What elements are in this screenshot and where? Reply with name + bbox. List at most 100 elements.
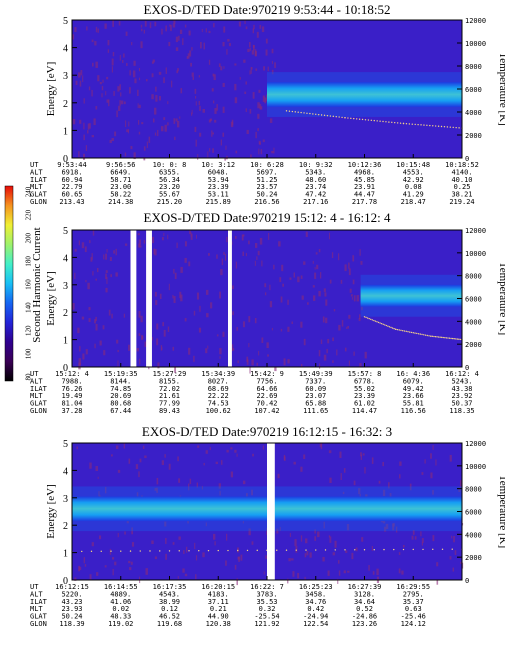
y2-tick-label: 2000 bbox=[465, 341, 482, 349]
ephemeris-value: 65.88 bbox=[305, 400, 326, 408]
temperature-point bbox=[315, 113, 317, 116]
temperature-point bbox=[376, 321, 378, 323]
temperature-point bbox=[256, 549, 258, 552]
temperature-point bbox=[382, 120, 384, 123]
temperature-point bbox=[394, 121, 396, 124]
y2-tick-label: 4000 bbox=[465, 531, 482, 539]
temperature-point bbox=[441, 548, 444, 550]
temperature-point bbox=[436, 336, 438, 338]
temperature-point bbox=[445, 337, 448, 339]
ephemeris-value: 23.00 bbox=[110, 183, 131, 191]
temperature-point bbox=[405, 330, 407, 333]
spectrogram-panel-3: EXOS-D/TED Date:970219 16:12:15 - 16:32:… bbox=[30, 424, 505, 628]
y2-tick-label: 8000 bbox=[465, 486, 482, 494]
temperature-point bbox=[453, 338, 455, 340]
ephemeris-value: 122.54 bbox=[303, 620, 328, 628]
ephemeris-value: 10:18:52 bbox=[445, 161, 479, 169]
temperature-point bbox=[420, 124, 422, 126]
temperature-point bbox=[306, 112, 308, 114]
ephemeris-value: 0.25 bbox=[454, 183, 471, 191]
temperature-point bbox=[120, 550, 122, 552]
ephemeris-value: 23.66 bbox=[403, 392, 424, 400]
data-gap bbox=[130, 230, 137, 367]
ephemeris-row-label: ILAT bbox=[30, 385, 48, 393]
temperature-point bbox=[402, 548, 405, 551]
temperature-point bbox=[393, 548, 395, 551]
temperature-point bbox=[380, 322, 383, 325]
ephemeris-value: 42.92 bbox=[403, 176, 424, 184]
ephemeris-value: 16:12:15 bbox=[55, 583, 89, 591]
temperature-point bbox=[358, 118, 361, 120]
ephemeris-row-label: MLT bbox=[30, 392, 43, 400]
temperature-point bbox=[356, 118, 358, 120]
ephemeris-value: 72.02 bbox=[159, 385, 180, 393]
temperature-point bbox=[237, 549, 239, 552]
ephemeris-value: 3458. bbox=[305, 590, 326, 598]
temperature-point bbox=[408, 123, 411, 125]
ephemeris-value: 16:29:55 bbox=[396, 583, 430, 591]
ephemeris-value: 0.32 bbox=[259, 605, 276, 613]
temperature-point bbox=[402, 329, 404, 332]
temperature-point bbox=[444, 337, 446, 339]
temperature-point bbox=[421, 333, 423, 336]
temperature-point bbox=[434, 125, 437, 127]
ephemeris-value: 15:34:39 bbox=[201, 370, 235, 378]
temperature-point bbox=[303, 112, 305, 114]
ephemeris-row-label: ALT bbox=[30, 377, 43, 385]
temperature-point bbox=[433, 335, 435, 338]
ephemeris-value: 16:17:35 bbox=[153, 583, 187, 591]
temperature-point bbox=[412, 548, 414, 551]
temperature-point bbox=[459, 338, 462, 341]
ephemeris-value: 44.90 bbox=[208, 613, 229, 621]
ephemeris-value: 49.42 bbox=[403, 385, 424, 393]
temperature-point bbox=[388, 121, 390, 123]
y-tick-label: 4 bbox=[63, 253, 68, 264]
y2-tick-label: 8000 bbox=[465, 63, 482, 71]
temperature-point bbox=[363, 549, 366, 551]
ephemeris-value: 9:56:56 bbox=[106, 161, 136, 169]
ephemeris-value: 215.89 bbox=[206, 198, 231, 206]
colorbar-tick-label: 200 bbox=[25, 233, 33, 244]
ephemeris-value: 0.52 bbox=[356, 605, 373, 613]
ephemeris-value: 53.94 bbox=[208, 176, 229, 184]
ephemeris-value: 16:14:55 bbox=[104, 583, 138, 591]
temperature-point bbox=[437, 125, 440, 127]
temperature-point bbox=[324, 549, 327, 551]
ephemeris-value: 80.68 bbox=[110, 400, 131, 408]
y-tick-label: 4 bbox=[63, 466, 68, 477]
ephemeris-value: 77.99 bbox=[159, 400, 180, 408]
temperature-point bbox=[443, 126, 446, 128]
temperature-point bbox=[207, 549, 210, 552]
temperature-point bbox=[366, 317, 369, 319]
ephemeris-value: 217.16 bbox=[303, 198, 328, 206]
ephemeris-value: 40.10 bbox=[451, 176, 472, 184]
ephemeris-value: 45.85 bbox=[354, 176, 375, 184]
ephemeris-value: 16:22: 7 bbox=[250, 583, 284, 591]
ephemeris-value: 16:20:15 bbox=[201, 583, 235, 591]
temperature-point bbox=[434, 335, 437, 338]
ephemeris-value: 9:53:44 bbox=[57, 161, 87, 169]
y-tick-label: 3 bbox=[63, 281, 68, 292]
ephemeris-value: 216.56 bbox=[254, 198, 279, 206]
ephemeris-value: 43.38 bbox=[451, 385, 472, 393]
ephemeris-value: 58.22 bbox=[110, 191, 131, 199]
temperature-point bbox=[379, 120, 381, 122]
ephemeris-value: 5697. bbox=[256, 168, 277, 176]
temperature-point bbox=[432, 548, 434, 551]
temperature-point bbox=[417, 123, 419, 126]
ephemeris-value: 55.67 bbox=[159, 191, 180, 199]
ephemeris-value: 15:12: 4 bbox=[55, 370, 89, 378]
ephemeris-value: 23.57 bbox=[256, 183, 277, 191]
temperature-point bbox=[178, 550, 180, 552]
ephemeris-value: 6048. bbox=[208, 168, 229, 176]
ephemeris-value: 67.44 bbox=[110, 407, 131, 415]
colorbar-tick-label: 160 bbox=[25, 279, 33, 290]
ephemeris-value: 60.94 bbox=[61, 176, 82, 184]
temperature-point bbox=[458, 127, 460, 129]
ephemeris-value: 119.68 bbox=[157, 620, 182, 628]
temperature-point bbox=[388, 326, 391, 328]
y2-tick-label: 0 bbox=[465, 364, 469, 372]
temperature-point bbox=[383, 548, 385, 551]
temperature-point bbox=[409, 331, 411, 333]
ephemeris-value: 23.74 bbox=[305, 183, 326, 191]
